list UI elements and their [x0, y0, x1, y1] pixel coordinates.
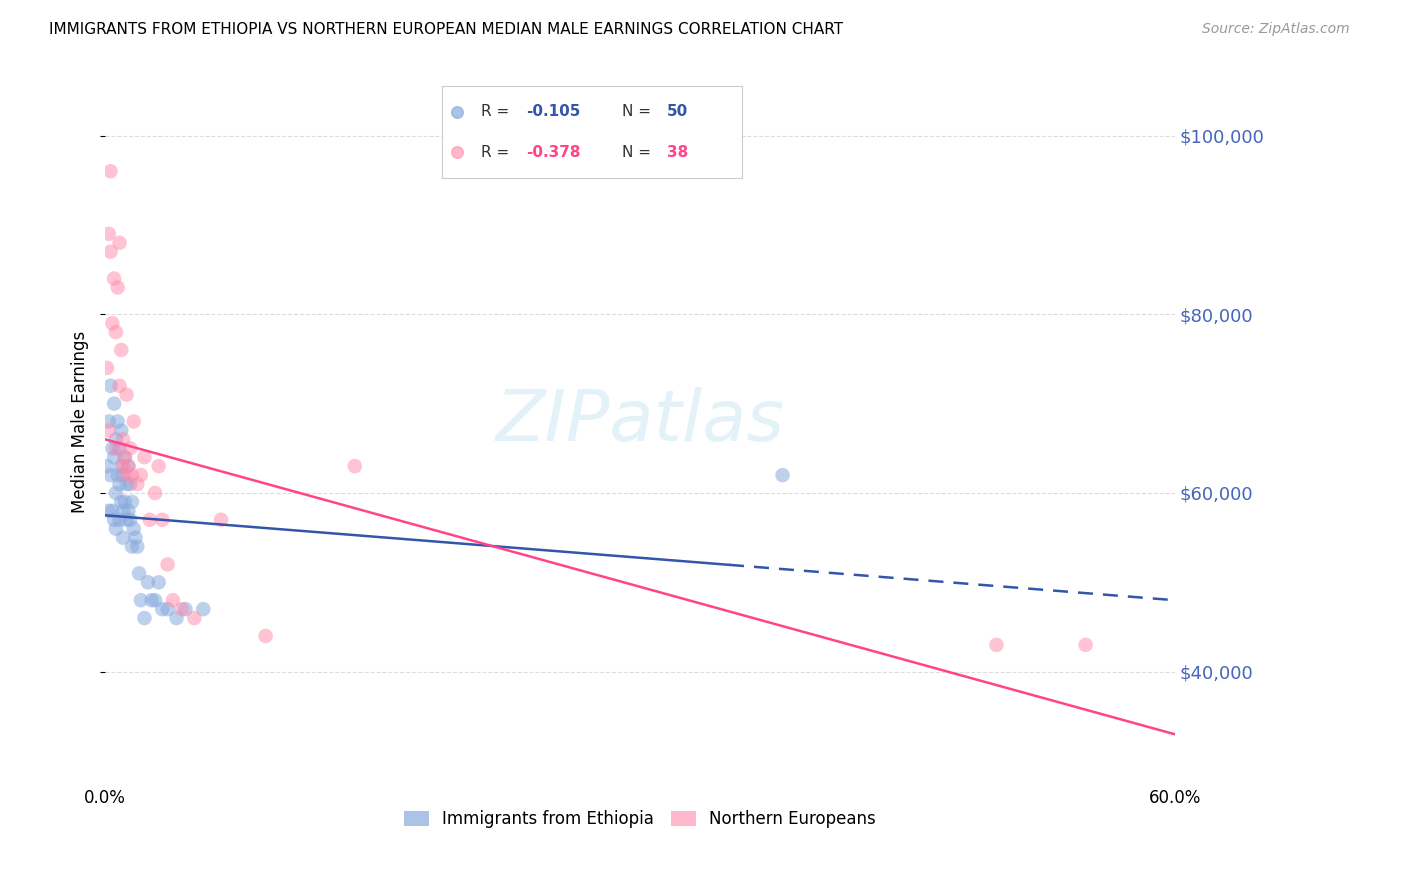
- Legend: Immigrants from Ethiopia, Northern Europeans: Immigrants from Ethiopia, Northern Europ…: [398, 804, 883, 835]
- Point: [110, 495, 132, 509]
- Point: [108, 513, 131, 527]
- Point: [986, 638, 1008, 652]
- Point: [97, 504, 120, 518]
- Point: [122, 522, 145, 536]
- Point: [127, 540, 149, 554]
- Point: [120, 442, 142, 456]
- Point: [174, 602, 197, 616]
- Point: [114, 450, 136, 465]
- Point: [97, 227, 120, 241]
- Point: [104, 442, 127, 456]
- Point: [104, 433, 127, 447]
- Point: [129, 468, 152, 483]
- Point: [101, 316, 124, 330]
- Point: [143, 593, 166, 607]
- Point: [143, 486, 166, 500]
- Point: [100, 164, 122, 178]
- Point: [112, 459, 135, 474]
- Point: [120, 513, 142, 527]
- Point: [103, 513, 125, 527]
- Point: [156, 558, 179, 572]
- Point: [108, 442, 131, 456]
- Point: [166, 611, 188, 625]
- Point: [150, 602, 173, 616]
- Point: [122, 415, 145, 429]
- Point: [127, 477, 149, 491]
- Point: [103, 396, 125, 410]
- Point: [114, 495, 136, 509]
- Point: [148, 459, 170, 474]
- Point: [107, 280, 129, 294]
- Point: [117, 459, 139, 474]
- Point: [162, 593, 184, 607]
- Point: [343, 459, 366, 474]
- Point: [134, 611, 156, 625]
- Point: [100, 468, 122, 483]
- Point: [121, 468, 143, 483]
- Point: [117, 459, 139, 474]
- Point: [121, 495, 143, 509]
- Point: [101, 504, 124, 518]
- Point: [115, 477, 138, 491]
- Point: [1074, 638, 1097, 652]
- Y-axis label: Median Male Earnings: Median Male Earnings: [72, 330, 89, 513]
- Point: [103, 450, 125, 465]
- Point: [209, 513, 232, 527]
- Point: [117, 504, 139, 518]
- Point: [110, 459, 132, 474]
- Point: [139, 513, 162, 527]
- Point: [772, 468, 794, 483]
- Point: [112, 468, 135, 483]
- Point: [150, 513, 173, 527]
- Point: [97, 415, 120, 429]
- Point: [141, 593, 163, 607]
- Point: [104, 325, 127, 339]
- Point: [183, 611, 205, 625]
- Point: [96, 459, 118, 474]
- Point: [97, 424, 120, 438]
- Point: [107, 468, 129, 483]
- Point: [104, 486, 127, 500]
- Point: [103, 271, 125, 285]
- Text: IMMIGRANTS FROM ETHIOPIA VS NORTHERN EUROPEAN MEDIAN MALE EARNINGS CORRELATION C: IMMIGRANTS FROM ETHIOPIA VS NORTHERN EUR…: [49, 22, 844, 37]
- Point: [108, 235, 131, 250]
- Point: [96, 360, 118, 375]
- Point: [129, 593, 152, 607]
- Point: [114, 450, 136, 465]
- Point: [107, 415, 129, 429]
- Point: [108, 378, 131, 392]
- Point: [115, 468, 138, 483]
- Point: [108, 477, 131, 491]
- Point: [104, 522, 127, 536]
- Point: [101, 442, 124, 456]
- Point: [121, 540, 143, 554]
- Point: [136, 575, 159, 590]
- Text: ZIPatlas: ZIPatlas: [495, 387, 785, 456]
- Point: [148, 575, 170, 590]
- Point: [134, 450, 156, 465]
- Point: [100, 378, 122, 392]
- Point: [112, 531, 135, 545]
- Point: [120, 477, 142, 491]
- Point: [110, 343, 132, 357]
- Point: [254, 629, 277, 643]
- Point: [170, 602, 193, 616]
- Point: [115, 513, 138, 527]
- Point: [112, 504, 135, 518]
- Point: [100, 244, 122, 259]
- Text: Source: ZipAtlas.com: Source: ZipAtlas.com: [1202, 22, 1350, 37]
- Point: [156, 602, 179, 616]
- Point: [110, 424, 132, 438]
- Point: [115, 387, 138, 401]
- Point: [128, 566, 150, 581]
- Point: [124, 531, 146, 545]
- Point: [112, 433, 135, 447]
- Point: [193, 602, 215, 616]
